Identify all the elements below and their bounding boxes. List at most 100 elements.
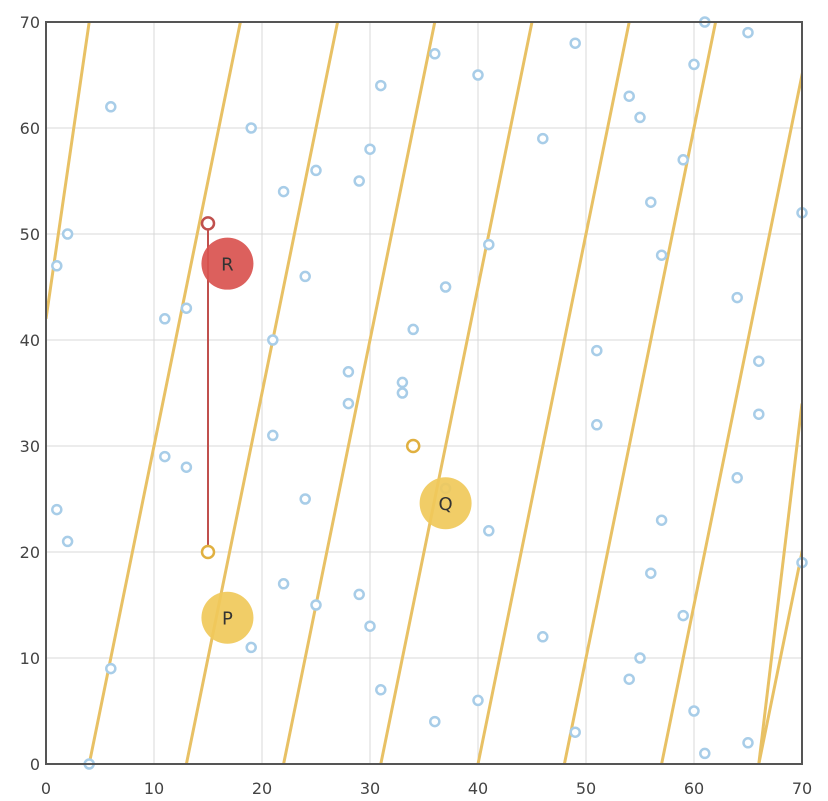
lattice-point	[105, 662, 117, 675]
parallel-line	[282, 22, 437, 764]
lattice-point	[51, 260, 63, 272]
lattice-point	[51, 503, 63, 516]
y-tick-label: 50	[20, 225, 40, 244]
lattice-point	[623, 90, 635, 102]
y-tick-label: 30	[20, 437, 40, 456]
lattice-point	[180, 302, 193, 314]
marker-r-circle	[201, 237, 254, 290]
lattice-point	[439, 281, 452, 293]
lattice-point	[61, 535, 74, 548]
lattice-point	[655, 514, 668, 526]
marker-r-label: R	[221, 255, 234, 276]
x-tick-label: 0	[41, 779, 51, 798]
lattice-point	[623, 673, 635, 685]
labeled-markers: P Q R	[201, 237, 472, 644]
lattice-point	[753, 408, 765, 420]
lattice-point	[591, 344, 603, 357]
lattice-point	[742, 737, 754, 749]
lattice-point	[677, 154, 689, 166]
lattice-point	[396, 387, 409, 399]
lattice-point	[655, 249, 668, 261]
highlight-point	[200, 544, 216, 560]
lattice-point	[537, 132, 549, 145]
lattice-point	[375, 684, 387, 696]
lattice-point	[342, 397, 355, 410]
lattice-point	[105, 101, 117, 113]
lattice-point	[742, 26, 754, 39]
lattice-point	[277, 185, 290, 198]
highlight-points	[200, 216, 421, 560]
lattice-point	[310, 599, 322, 611]
x-tick-label: 20	[252, 779, 272, 798]
lattice-point	[591, 419, 603, 431]
x-tick-label: 50	[576, 779, 596, 798]
lattice-point	[645, 196, 657, 208]
lattice-point	[699, 747, 711, 760]
lattice-point	[267, 334, 279, 346]
lattice-point	[483, 525, 495, 537]
lattice-point	[634, 652, 646, 664]
parallel-line	[476, 22, 631, 764]
highlight-point	[200, 216, 216, 231]
lattice-point	[429, 715, 441, 728]
lattice-point	[310, 164, 322, 177]
parallel-line	[757, 403, 802, 764]
lattice-point	[267, 429, 279, 442]
lattice-point	[299, 493, 311, 505]
x-tick-label: 60	[684, 779, 704, 798]
x-tick-label: 30	[360, 779, 380, 798]
lattice-point	[731, 291, 743, 304]
lattice-point	[396, 376, 409, 389]
y-tick-label: 10	[20, 649, 40, 668]
lattice-point	[375, 79, 387, 92]
parallel-line	[87, 22, 242, 764]
y-tick-label: 40	[20, 331, 40, 350]
lattice-point	[634, 111, 646, 124]
parallel-line	[562, 22, 718, 764]
lattice-point	[364, 143, 376, 155]
plot-frame	[45, 21, 803, 765]
x-tick-label: 40	[468, 779, 488, 798]
grid-lines	[45, 21, 803, 765]
y-tick-label: 60	[20, 119, 40, 138]
parallel-line	[379, 22, 534, 764]
lattice-point	[277, 578, 290, 590]
lattice-point	[245, 641, 257, 654]
lattice-point	[569, 37, 581, 49]
parallel-line	[660, 67, 802, 764]
parallel-line	[757, 544, 802, 764]
parallel-line	[184, 22, 340, 764]
lattice-point	[353, 588, 365, 601]
plot-border	[45, 21, 803, 765]
lattice-point	[364, 620, 376, 632]
lattice-point	[342, 366, 355, 378]
lattice-point	[569, 726, 581, 738]
lattice-point	[537, 631, 549, 643]
highlight-point	[405, 438, 421, 454]
parallel-line	[46, 22, 91, 320]
marker-p-label: P	[222, 609, 233, 630]
lattice-point	[407, 323, 419, 336]
marker-p-circle	[201, 591, 254, 644]
marker-q-circle	[419, 477, 472, 530]
y-tick-label: 0	[30, 755, 40, 774]
y-tick-label: 20	[20, 543, 40, 562]
lattice-point	[753, 355, 765, 367]
lattice-point	[180, 461, 193, 473]
lattice-point	[677, 609, 689, 622]
lattice-point	[472, 69, 484, 81]
lattice-point	[159, 450, 171, 463]
lattice-point	[483, 238, 495, 251]
lattice-point	[472, 694, 484, 707]
lattice-point	[688, 58, 700, 71]
lattice-point	[731, 472, 743, 484]
lattice-point	[645, 567, 657, 579]
lattice-point	[353, 175, 365, 187]
lattice-point	[245, 122, 257, 134]
lattice-point	[299, 270, 311, 283]
lattice-point	[159, 313, 171, 325]
parallel-lines	[46, 22, 802, 764]
lattice-point	[429, 48, 441, 60]
x-tick-label: 70	[792, 779, 812, 798]
